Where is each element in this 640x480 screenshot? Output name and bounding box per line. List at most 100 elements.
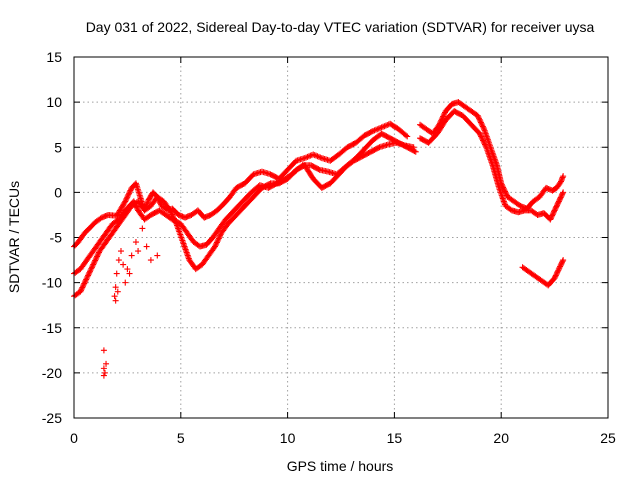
data-point	[147, 257, 154, 264]
x-axis-title: GPS time / hours	[287, 458, 394, 474]
data-point	[498, 180, 510, 199]
data-point	[496, 184, 508, 208]
data-point	[88, 220, 98, 230]
data-point	[474, 112, 487, 131]
data-point	[81, 224, 94, 236]
data-point	[476, 130, 489, 149]
data-point	[429, 122, 442, 137]
data-point	[442, 101, 455, 115]
data-point	[511, 198, 523, 209]
data-point	[199, 253, 211, 268]
data-point	[344, 140, 358, 151]
data-point	[101, 369, 108, 376]
data-point	[177, 220, 190, 235]
data-point	[226, 186, 239, 200]
data-point	[114, 288, 121, 295]
data-point	[248, 183, 262, 196]
x-tick-label: 20	[493, 430, 509, 446]
y-tick-label: 15	[46, 49, 62, 65]
data-point	[224, 213, 239, 227]
data-point	[135, 248, 142, 255]
data-point	[109, 222, 121, 236]
data-point	[361, 128, 375, 139]
data-point	[192, 262, 204, 273]
data-point	[115, 257, 122, 264]
plot-frame	[73, 56, 609, 419]
data-point	[555, 258, 566, 273]
data-point	[519, 264, 531, 274]
data-point	[258, 180, 273, 191]
data-point	[481, 126, 493, 149]
data-point	[83, 249, 96, 264]
data-point	[156, 207, 168, 218]
chart-title: Day 031 of 2022, Sidereal Day-to-day VTE…	[86, 19, 595, 35]
series-scatter-points	[100, 225, 161, 379]
data-point	[335, 163, 350, 178]
data-point	[103, 231, 115, 246]
data-point	[404, 133, 411, 140]
data-point	[77, 276, 90, 295]
data-point	[122, 204, 134, 218]
data-point	[417, 121, 429, 132]
data-point	[530, 194, 542, 205]
data-point	[113, 199, 128, 219]
data-point	[124, 266, 131, 273]
data-point	[100, 372, 107, 379]
data-point	[560, 173, 567, 180]
data-point	[83, 262, 96, 282]
data-point	[549, 185, 559, 194]
data-point	[115, 213, 128, 227]
y-axis-title: SDTVAR / TECUs	[6, 181, 22, 293]
data-point	[560, 257, 567, 264]
data-point	[75, 231, 87, 246]
data-point	[504, 193, 516, 204]
data-point	[143, 243, 150, 250]
data-point	[493, 162, 504, 185]
data-point	[139, 225, 146, 232]
data-point	[96, 231, 109, 246]
y-tick-label: 5	[54, 139, 62, 155]
data-point	[132, 239, 139, 246]
y-tick-label: -10	[42, 275, 62, 291]
data-point	[545, 276, 557, 289]
data-point	[141, 203, 153, 214]
data-point	[128, 252, 135, 259]
data-point	[205, 244, 218, 259]
y-tick-label: -15	[42, 320, 62, 336]
data-point	[207, 208, 219, 218]
series-track-a	[71, 120, 411, 250]
data-point	[367, 144, 382, 155]
data-point	[327, 152, 341, 164]
data-point	[489, 162, 502, 190]
data-point	[532, 273, 544, 283]
data-point	[361, 138, 375, 153]
data-point	[154, 252, 161, 259]
data-point	[451, 108, 465, 119]
data-point	[179, 239, 192, 262]
data-point	[455, 99, 467, 109]
data-point	[436, 109, 449, 128]
data-point	[483, 144, 496, 167]
data-point	[233, 180, 247, 191]
data-point	[434, 118, 448, 137]
data-point	[502, 202, 514, 213]
data-point	[90, 249, 102, 268]
data-point	[344, 156, 358, 169]
data-point	[239, 190, 254, 205]
data-point	[276, 167, 290, 182]
data-point	[100, 347, 107, 354]
x-tick-label: 15	[387, 430, 403, 446]
data-point	[154, 193, 166, 204]
data-point	[359, 149, 373, 160]
data-point	[77, 258, 89, 273]
data-point	[167, 207, 179, 226]
data-point	[468, 121, 482, 136]
data-point	[555, 190, 566, 205]
data-point	[395, 126, 409, 139]
data-point	[335, 145, 350, 158]
data-point	[115, 208, 128, 223]
data-point	[220, 194, 233, 208]
data-point	[113, 270, 120, 277]
data-point	[122, 279, 129, 286]
